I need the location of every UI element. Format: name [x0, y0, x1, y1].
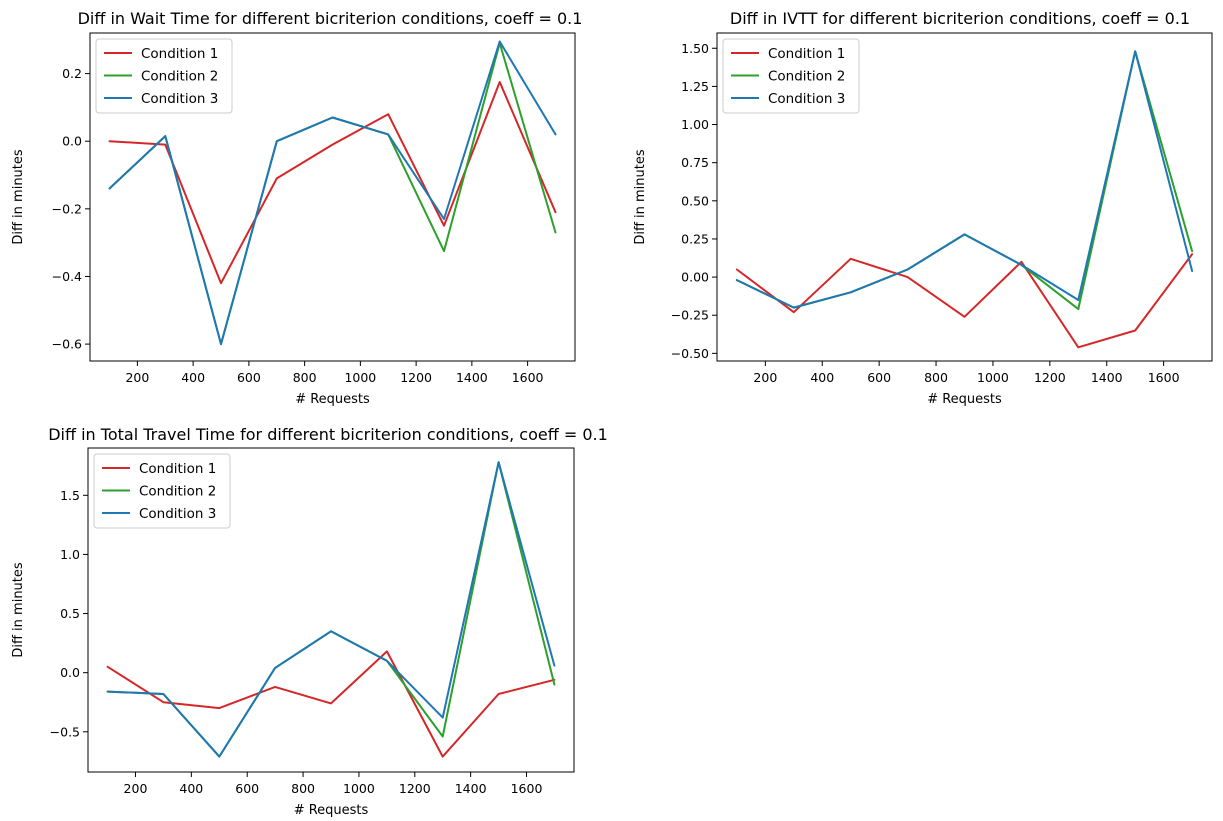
- x-axis-label: # Requests: [295, 392, 370, 407]
- legend-label-condition-2: Condition 2: [139, 484, 216, 500]
- x-tick-label: 1200: [399, 781, 431, 796]
- series-line-condition-1: [106, 650, 556, 758]
- y-tick-label: −0.6: [52, 337, 82, 352]
- y-tick-label: 0.5: [60, 606, 80, 621]
- legend: Condition 1 Condition 2 Condition 3: [93, 453, 231, 529]
- x-tick-label: 1000: [343, 781, 375, 796]
- y-tick-label: −0.5: [50, 724, 80, 739]
- y-tick-label: 1.00: [681, 117, 709, 132]
- x-tick-label: 400: [179, 781, 203, 796]
- y-tick-label: −0.25: [671, 308, 709, 323]
- y-axis-label: Diff in minutes: [11, 149, 26, 245]
- legend-label-condition-3: Condition 3: [141, 91, 218, 107]
- plot-frame: [716, 32, 1213, 362]
- x-tick-label: 600: [867, 370, 891, 385]
- y-tick-label: 0.2: [62, 66, 82, 81]
- y-tick-label: −0.4: [52, 269, 82, 284]
- x-tick-label: 600: [237, 370, 261, 385]
- y-tick-label: 1.5: [60, 488, 80, 503]
- legend-label-condition-2: Condition 2: [768, 69, 845, 85]
- y-tick-label: 1.25: [681, 79, 709, 94]
- y-tick-label: 1.50: [681, 41, 709, 56]
- y-axis-label: Diff in minutes: [633, 149, 648, 245]
- x-tick-label: 1600: [512, 370, 544, 385]
- y-tick-label: 1.0: [60, 547, 80, 562]
- x-axis-label: # Requests: [927, 392, 1002, 407]
- chart-ivtt: Diff in IVTT for different bicriterion c…: [633, 9, 1213, 407]
- chart-title: Diff in IVTT for different bicriterion c…: [730, 9, 1190, 28]
- x-tick-label: 1400: [456, 370, 488, 385]
- legend-box: [93, 453, 231, 529]
- chart-wait: Diff in Wait Time for different bicriter…: [11, 9, 582, 407]
- x-tick-label: 200: [125, 370, 149, 385]
- x-tick-label: 1600: [511, 781, 543, 796]
- y-tick-label: 0.75: [681, 155, 709, 170]
- x-tick-label: 400: [810, 370, 834, 385]
- x-tick-label: 800: [291, 781, 315, 796]
- x-tick-label: 1000: [977, 370, 1009, 385]
- legend-box: [722, 38, 860, 114]
- legend-label-condition-1: Condition 1: [139, 461, 216, 477]
- x-tick-label: 800: [293, 370, 317, 385]
- x-tick-label: 1000: [344, 370, 376, 385]
- x-tick-label: 200: [124, 781, 148, 796]
- y-tick-label: 0.50: [681, 193, 709, 208]
- legend-label-condition-2: Condition 2: [141, 69, 218, 85]
- chart-total: Diff in Total Travel Time for different …: [11, 425, 608, 818]
- y-axis-label: Diff in minutes: [11, 562, 26, 658]
- x-axis-label: # Requests: [294, 803, 369, 818]
- legend-label-condition-1: Condition 1: [141, 46, 218, 62]
- x-tick-label: 600: [235, 781, 259, 796]
- x-tick-label: 200: [753, 370, 777, 385]
- chart-title: Diff in Wait Time for different bicriter…: [78, 9, 583, 28]
- series-line-condition-3: [108, 40, 557, 346]
- series-line-condition-3: [735, 50, 1194, 309]
- x-tick-label: 1200: [400, 370, 432, 385]
- x-tick-label: 1600: [1148, 370, 1180, 385]
- x-tick-label: 1400: [1091, 370, 1123, 385]
- plot-frame: [89, 32, 576, 362]
- legend-label-condition-3: Condition 3: [768, 91, 845, 107]
- series-line-condition-1: [108, 81, 557, 285]
- y-tick-label: 0.0: [62, 134, 82, 149]
- x-tick-label: 1400: [455, 781, 487, 796]
- series-line-condition-1: [735, 253, 1194, 349]
- x-tick-label: 400: [181, 370, 205, 385]
- plot-frame: [87, 447, 575, 773]
- x-tick-label: 1200: [1034, 370, 1066, 385]
- x-tick-label: 800: [924, 370, 948, 385]
- y-tick-label: −0.50: [671, 346, 709, 361]
- legend: Condition 1 Condition 2 Condition 3: [722, 38, 860, 114]
- y-tick-label: 0.00: [681, 270, 709, 285]
- legend-label-condition-3: Condition 3: [139, 506, 216, 522]
- legend-box: [95, 38, 233, 114]
- legend: Condition 1 Condition 2 Condition 3: [95, 38, 233, 114]
- y-tick-label: 0.0: [60, 665, 80, 680]
- y-tick-label: 0.25: [681, 231, 709, 246]
- chart-title: Diff in Total Travel Time for different …: [48, 425, 608, 444]
- y-tick-label: −0.2: [52, 201, 82, 216]
- legend-label-condition-1: Condition 1: [768, 46, 845, 62]
- series-line-condition-3: [106, 461, 556, 758]
